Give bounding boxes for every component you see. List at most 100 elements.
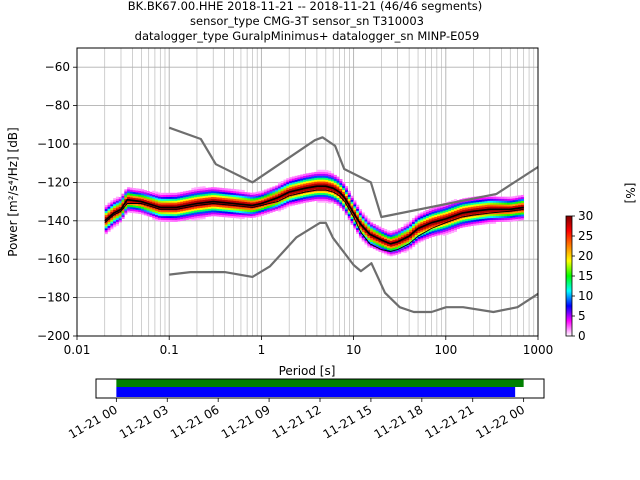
density-cell xyxy=(492,217,497,220)
density-cell xyxy=(199,194,203,197)
density-cell xyxy=(213,189,217,192)
density-cell xyxy=(344,189,349,193)
density-cell xyxy=(364,221,368,224)
density-cell xyxy=(350,218,354,221)
density-cell xyxy=(509,213,513,217)
density-cell xyxy=(420,214,424,217)
density-cell xyxy=(205,197,209,200)
density-cell xyxy=(425,221,430,224)
density-cell xyxy=(177,198,181,201)
density-cell xyxy=(476,201,480,205)
density-cell xyxy=(303,181,307,184)
density-cell xyxy=(484,204,488,207)
density-cell xyxy=(501,210,505,213)
density-cell xyxy=(342,205,346,208)
density-cell xyxy=(297,186,301,189)
density-cell xyxy=(439,224,444,227)
density-cell xyxy=(319,196,323,199)
density-cell xyxy=(370,239,374,242)
density-cell xyxy=(277,193,282,197)
density-cell xyxy=(160,202,164,205)
density-cell xyxy=(442,216,446,219)
density-cell xyxy=(210,194,214,198)
density-cell xyxy=(227,190,231,193)
density-cell xyxy=(168,196,173,199)
density-cell xyxy=(168,200,173,203)
density-cell xyxy=(160,217,164,220)
density-cell xyxy=(330,183,335,186)
density-cell xyxy=(104,222,108,225)
density-cell xyxy=(420,239,424,242)
density-cell xyxy=(110,209,114,213)
density-cell xyxy=(252,200,256,203)
density-cell xyxy=(104,205,108,208)
density-cell xyxy=(219,214,223,217)
density-cell xyxy=(303,193,307,196)
density-cell xyxy=(378,236,382,239)
density-cell xyxy=(456,209,460,212)
density-cell xyxy=(386,243,390,246)
density-cell xyxy=(328,178,332,181)
density-cell xyxy=(255,201,259,204)
density-cell xyxy=(490,206,494,209)
density-cell xyxy=(333,199,337,203)
density-cell xyxy=(146,198,150,201)
density-cell xyxy=(484,220,488,223)
density-cell xyxy=(277,186,282,189)
density-cell xyxy=(160,213,164,217)
density-cell xyxy=(409,243,413,246)
density-cell xyxy=(328,191,332,195)
density-cell xyxy=(459,208,463,211)
density-cell xyxy=(166,200,170,203)
density-cell xyxy=(490,200,494,203)
density-cell xyxy=(216,199,220,202)
density-cell xyxy=(403,225,407,228)
density-cell xyxy=(417,219,421,222)
density-cell xyxy=(515,211,519,214)
density-cell xyxy=(520,204,525,207)
density-cell xyxy=(157,219,161,222)
density-cell xyxy=(113,219,117,222)
density-cell xyxy=(188,215,192,218)
density-cell xyxy=(163,215,167,219)
density-cell xyxy=(249,208,254,211)
density-cell xyxy=(342,191,346,194)
density-cell xyxy=(520,217,525,221)
density-cell xyxy=(479,201,483,204)
density-cell xyxy=(467,216,471,219)
density-cell xyxy=(286,183,290,187)
density-cell xyxy=(409,229,413,233)
density-cell xyxy=(163,213,167,217)
density-cell xyxy=(143,195,147,199)
density-cell xyxy=(333,184,337,187)
density-cell xyxy=(520,212,525,215)
density-cell xyxy=(146,206,150,209)
density-cell xyxy=(484,210,488,213)
density-cell xyxy=(272,186,276,189)
density-cell xyxy=(107,227,111,230)
density-cell xyxy=(124,198,128,202)
density-cell xyxy=(409,226,413,229)
density-cell xyxy=(339,188,343,191)
density-cell xyxy=(305,182,309,186)
density-cell xyxy=(473,217,477,220)
density-cell xyxy=(115,221,120,224)
density-cell xyxy=(347,198,351,201)
density-cell xyxy=(121,197,125,200)
density-cell xyxy=(451,225,455,228)
density-cell xyxy=(219,208,223,212)
density-cell xyxy=(210,208,214,211)
density-cell xyxy=(481,205,485,208)
density-cell xyxy=(317,175,321,178)
density-cell xyxy=(470,198,474,202)
density-cell xyxy=(492,198,497,201)
colorbar-tick-label: 15 xyxy=(578,269,593,283)
density-cell xyxy=(244,194,248,197)
density-cell xyxy=(163,219,167,222)
density-cell xyxy=(431,209,435,212)
density-cell xyxy=(386,234,390,237)
density-cell xyxy=(356,225,360,229)
density-cell xyxy=(238,197,242,200)
density-cell xyxy=(168,217,173,220)
